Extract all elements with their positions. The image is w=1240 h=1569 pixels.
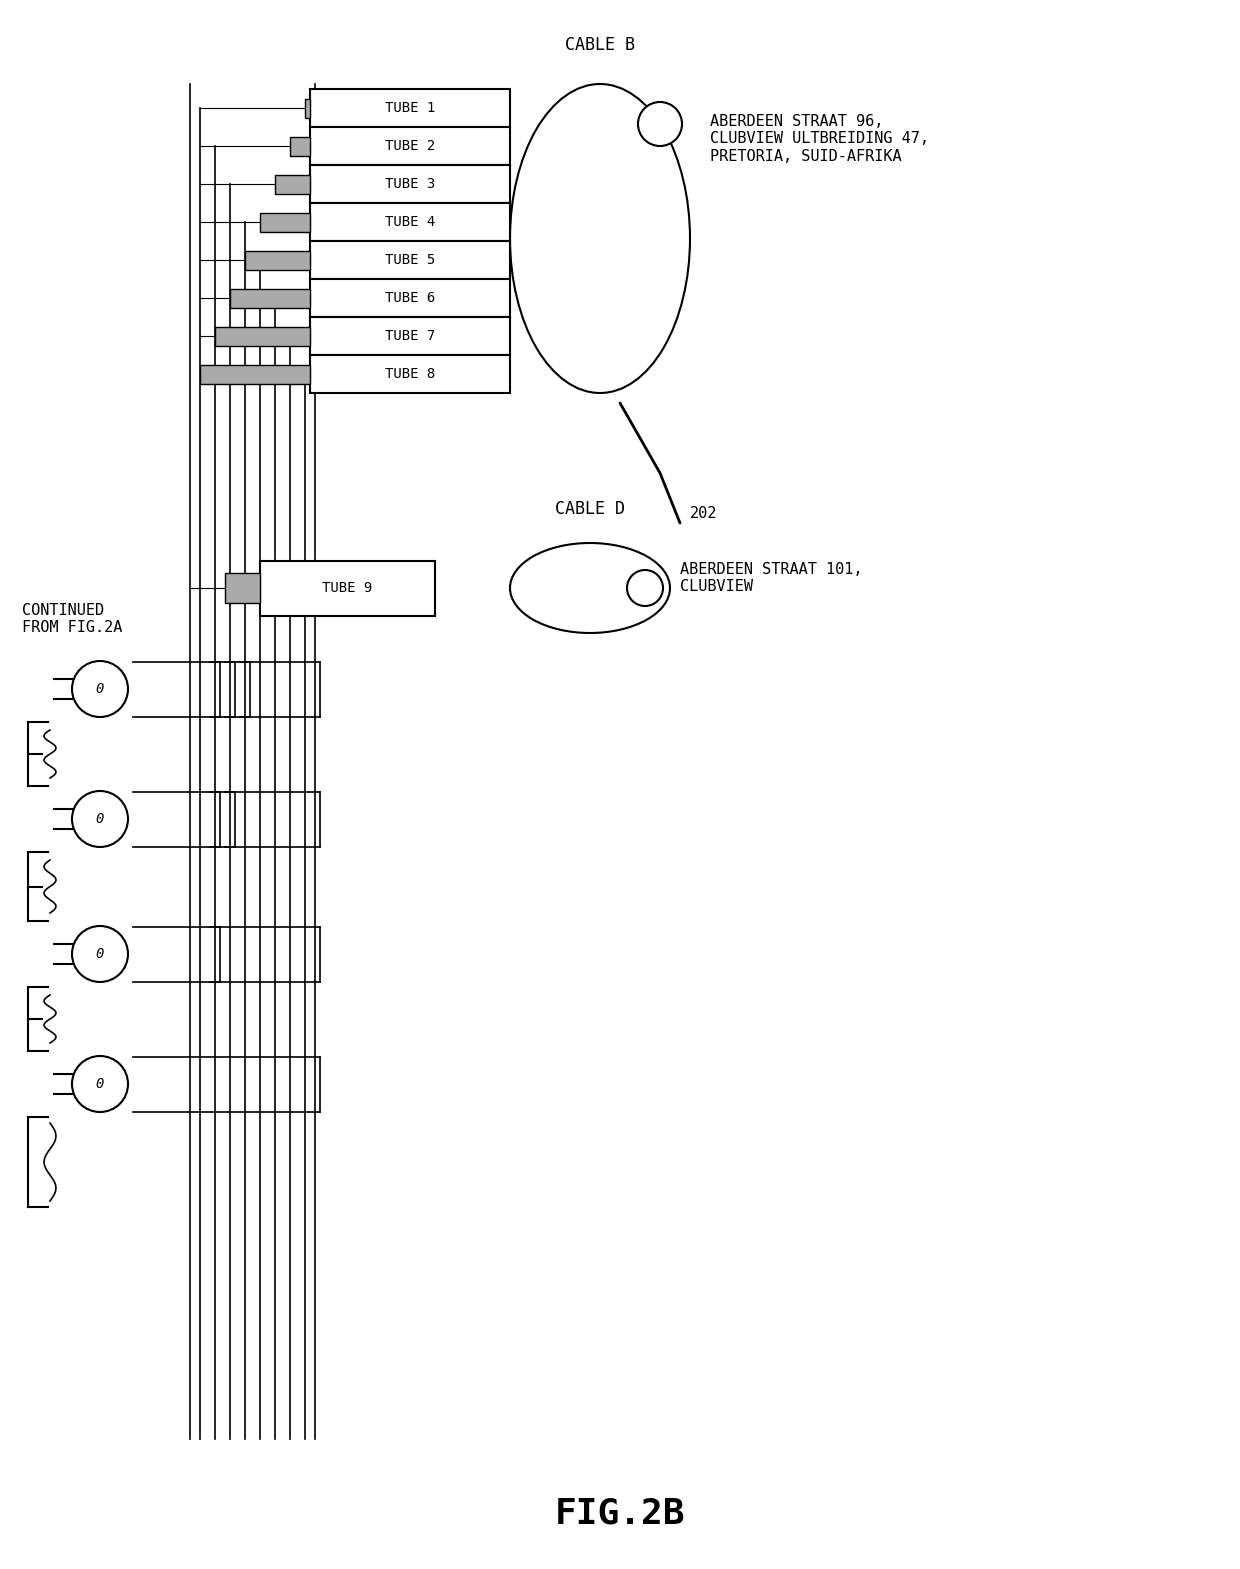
- Bar: [310, 89, 510, 127]
- Bar: [224, 573, 260, 602]
- Text: TUBE 2: TUBE 2: [384, 140, 435, 154]
- Bar: [260, 560, 435, 615]
- Bar: [229, 289, 310, 308]
- Bar: [310, 127, 510, 165]
- Text: 0: 0: [95, 1076, 104, 1090]
- Bar: [246, 251, 310, 270]
- Ellipse shape: [510, 543, 670, 632]
- Bar: [310, 317, 510, 355]
- Circle shape: [72, 791, 128, 847]
- Text: TUBE 3: TUBE 3: [384, 177, 435, 191]
- Circle shape: [72, 661, 128, 717]
- Text: TUBE 1: TUBE 1: [384, 100, 435, 115]
- Text: TUBE 7: TUBE 7: [384, 329, 435, 344]
- Bar: [310, 355, 510, 392]
- Bar: [310, 202, 510, 242]
- Ellipse shape: [510, 85, 689, 392]
- Bar: [305, 99, 310, 118]
- Text: CABLE B: CABLE B: [565, 36, 635, 53]
- Bar: [275, 174, 310, 193]
- Text: TUBE 5: TUBE 5: [384, 253, 435, 267]
- Text: CABLE D: CABLE D: [556, 501, 625, 518]
- Circle shape: [627, 570, 663, 606]
- Text: ABERDEEN STRAAT 96,
CLUBVIEW ULTBREIDING 47,
PRETORIA, SUID-AFRIKA: ABERDEEN STRAAT 96, CLUBVIEW ULTBREIDING…: [711, 115, 929, 163]
- Bar: [310, 165, 510, 202]
- Circle shape: [72, 926, 128, 982]
- Text: 0: 0: [95, 813, 104, 825]
- Text: TUBE 4: TUBE 4: [384, 215, 435, 229]
- Text: 0: 0: [95, 683, 104, 697]
- Text: 0: 0: [95, 948, 104, 960]
- Bar: [215, 326, 310, 345]
- Bar: [200, 364, 310, 383]
- Circle shape: [639, 102, 682, 146]
- Text: 202: 202: [689, 505, 718, 521]
- Text: ABERDEEN STRAAT 101,
CLUBVIEW: ABERDEEN STRAAT 101, CLUBVIEW: [680, 562, 863, 595]
- Text: TUBE 6: TUBE 6: [384, 290, 435, 304]
- Bar: [310, 279, 510, 317]
- Bar: [310, 242, 510, 279]
- Text: TUBE 8: TUBE 8: [384, 367, 435, 381]
- Text: CONTINUED
FROM FIG.2A: CONTINUED FROM FIG.2A: [22, 602, 123, 635]
- Text: TUBE 9: TUBE 9: [322, 581, 373, 595]
- Bar: [290, 137, 310, 155]
- Circle shape: [72, 1056, 128, 1112]
- Text: FIG.2B: FIG.2B: [554, 1497, 686, 1531]
- Bar: [260, 212, 310, 232]
